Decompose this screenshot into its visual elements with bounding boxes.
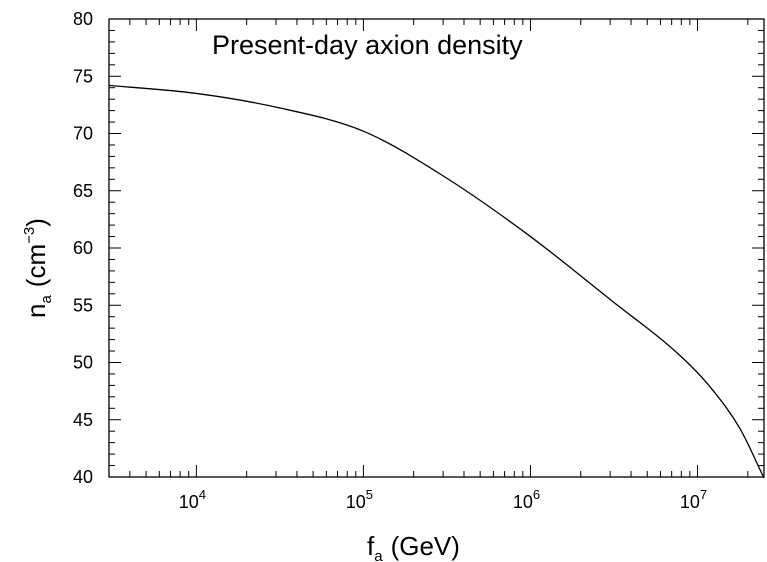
y-axis-label: na(cm−3): [21, 218, 55, 318]
y-tick-label: 45: [73, 410, 93, 430]
x-tick-label: 104: [179, 487, 206, 512]
y-tick-label: 70: [73, 124, 93, 144]
y-tick-label: 40: [73, 467, 93, 487]
x-tick-label: 107: [680, 487, 707, 512]
y-tick-label: 55: [73, 295, 93, 315]
y-tick-label: 60: [73, 238, 93, 258]
y-tick-label: 50: [73, 353, 93, 373]
axis-ticks: [108, 18, 764, 478]
series-line-0: [108, 84, 765, 479]
plot-frame: [108, 18, 765, 478]
y-tick-label: 75: [73, 66, 93, 86]
chart-title: Present-day axion density: [212, 30, 523, 60]
y-tick-label: 80: [73, 9, 93, 29]
x-tick-label: 105: [346, 487, 373, 512]
y-tick-label: 65: [73, 181, 93, 201]
x-tick-label: 106: [513, 487, 540, 512]
x-axis-label: fa (GeV): [367, 531, 460, 562]
